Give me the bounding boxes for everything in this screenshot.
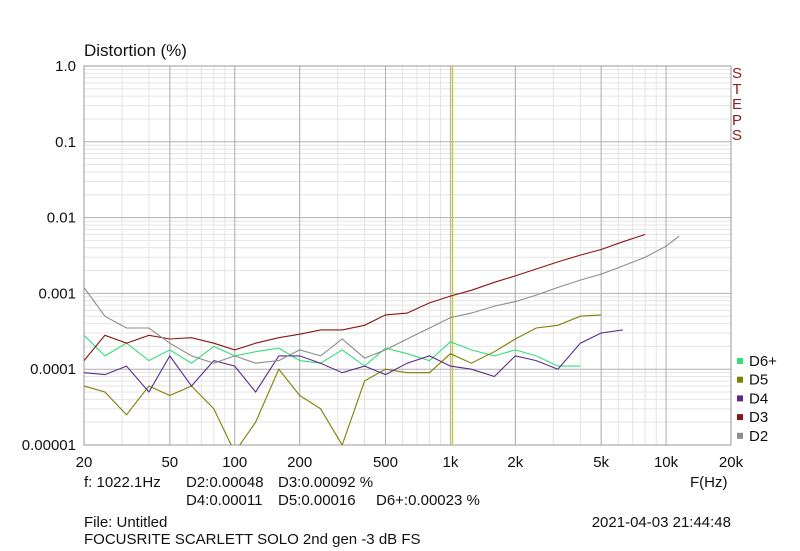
y-tick-label: 1.0 bbox=[55, 58, 76, 75]
series-line bbox=[84, 235, 680, 364]
y-tick-label: 0.01 bbox=[47, 210, 76, 227]
series-line bbox=[84, 233, 646, 361]
readout-d6: D6+:0.00023 % bbox=[376, 492, 480, 509]
legend-label: D4 bbox=[749, 390, 768, 407]
y-tick-label: 0.001 bbox=[38, 285, 76, 302]
readout-freq: f: 1022.1Hz bbox=[84, 474, 161, 491]
x-tick-label: 10k bbox=[654, 454, 679, 471]
legend-swatch bbox=[737, 432, 743, 439]
plot-area bbox=[84, 66, 731, 445]
y-tick-label: 0.0001 bbox=[30, 361, 76, 378]
readout-file: File: Untitled bbox=[84, 514, 167, 531]
legend-label: D5 bbox=[749, 372, 768, 389]
y-tick-label: 0.1 bbox=[55, 134, 76, 151]
y-tick-label: 0.00001 bbox=[22, 437, 76, 454]
legend-swatch bbox=[737, 376, 743, 383]
legend-label: D2 bbox=[749, 428, 768, 445]
readout-d4: D4:0.00011 bbox=[186, 492, 262, 509]
series-group bbox=[84, 233, 680, 445]
series-line bbox=[84, 334, 581, 367]
legend-swatch bbox=[737, 414, 743, 421]
x-axis-label: F(Hz) bbox=[690, 474, 728, 491]
side-label: STEPS bbox=[731, 65, 742, 144]
legend-label: D6+ bbox=[749, 353, 777, 370]
series-line bbox=[84, 314, 602, 445]
x-tick-label: 100 bbox=[222, 454, 247, 471]
x-tick-label: 5k bbox=[593, 454, 609, 471]
x-tick-label: 50 bbox=[161, 454, 178, 471]
readout-d5: D5:0.00016 bbox=[278, 492, 356, 509]
plot-frame bbox=[83, 65, 732, 446]
readout-device: FOCUSRITE SCARLETT SOLO 2nd gen -3 dB FS bbox=[84, 531, 421, 548]
chart-title: Distortion (%) bbox=[84, 41, 187, 60]
legend-swatch bbox=[737, 395, 743, 402]
x-tick-label: 1k bbox=[442, 454, 458, 471]
x-tick-label: 20k bbox=[719, 454, 744, 471]
legend-label: D3 bbox=[749, 409, 768, 426]
x-tick-label: 200 bbox=[287, 454, 312, 471]
readout-date: 2021-04-03 21:44:48 bbox=[592, 514, 731, 531]
readout-d3: D3:0.00092 % bbox=[278, 474, 373, 491]
series-line bbox=[84, 329, 623, 393]
legend-swatch bbox=[737, 358, 743, 364]
x-tick-label: 20 bbox=[76, 454, 93, 471]
readout-d2: D2:0.00048 bbox=[186, 474, 264, 491]
x-tick-label: 2k bbox=[507, 454, 523, 471]
x-tick-label: 500 bbox=[373, 454, 398, 471]
